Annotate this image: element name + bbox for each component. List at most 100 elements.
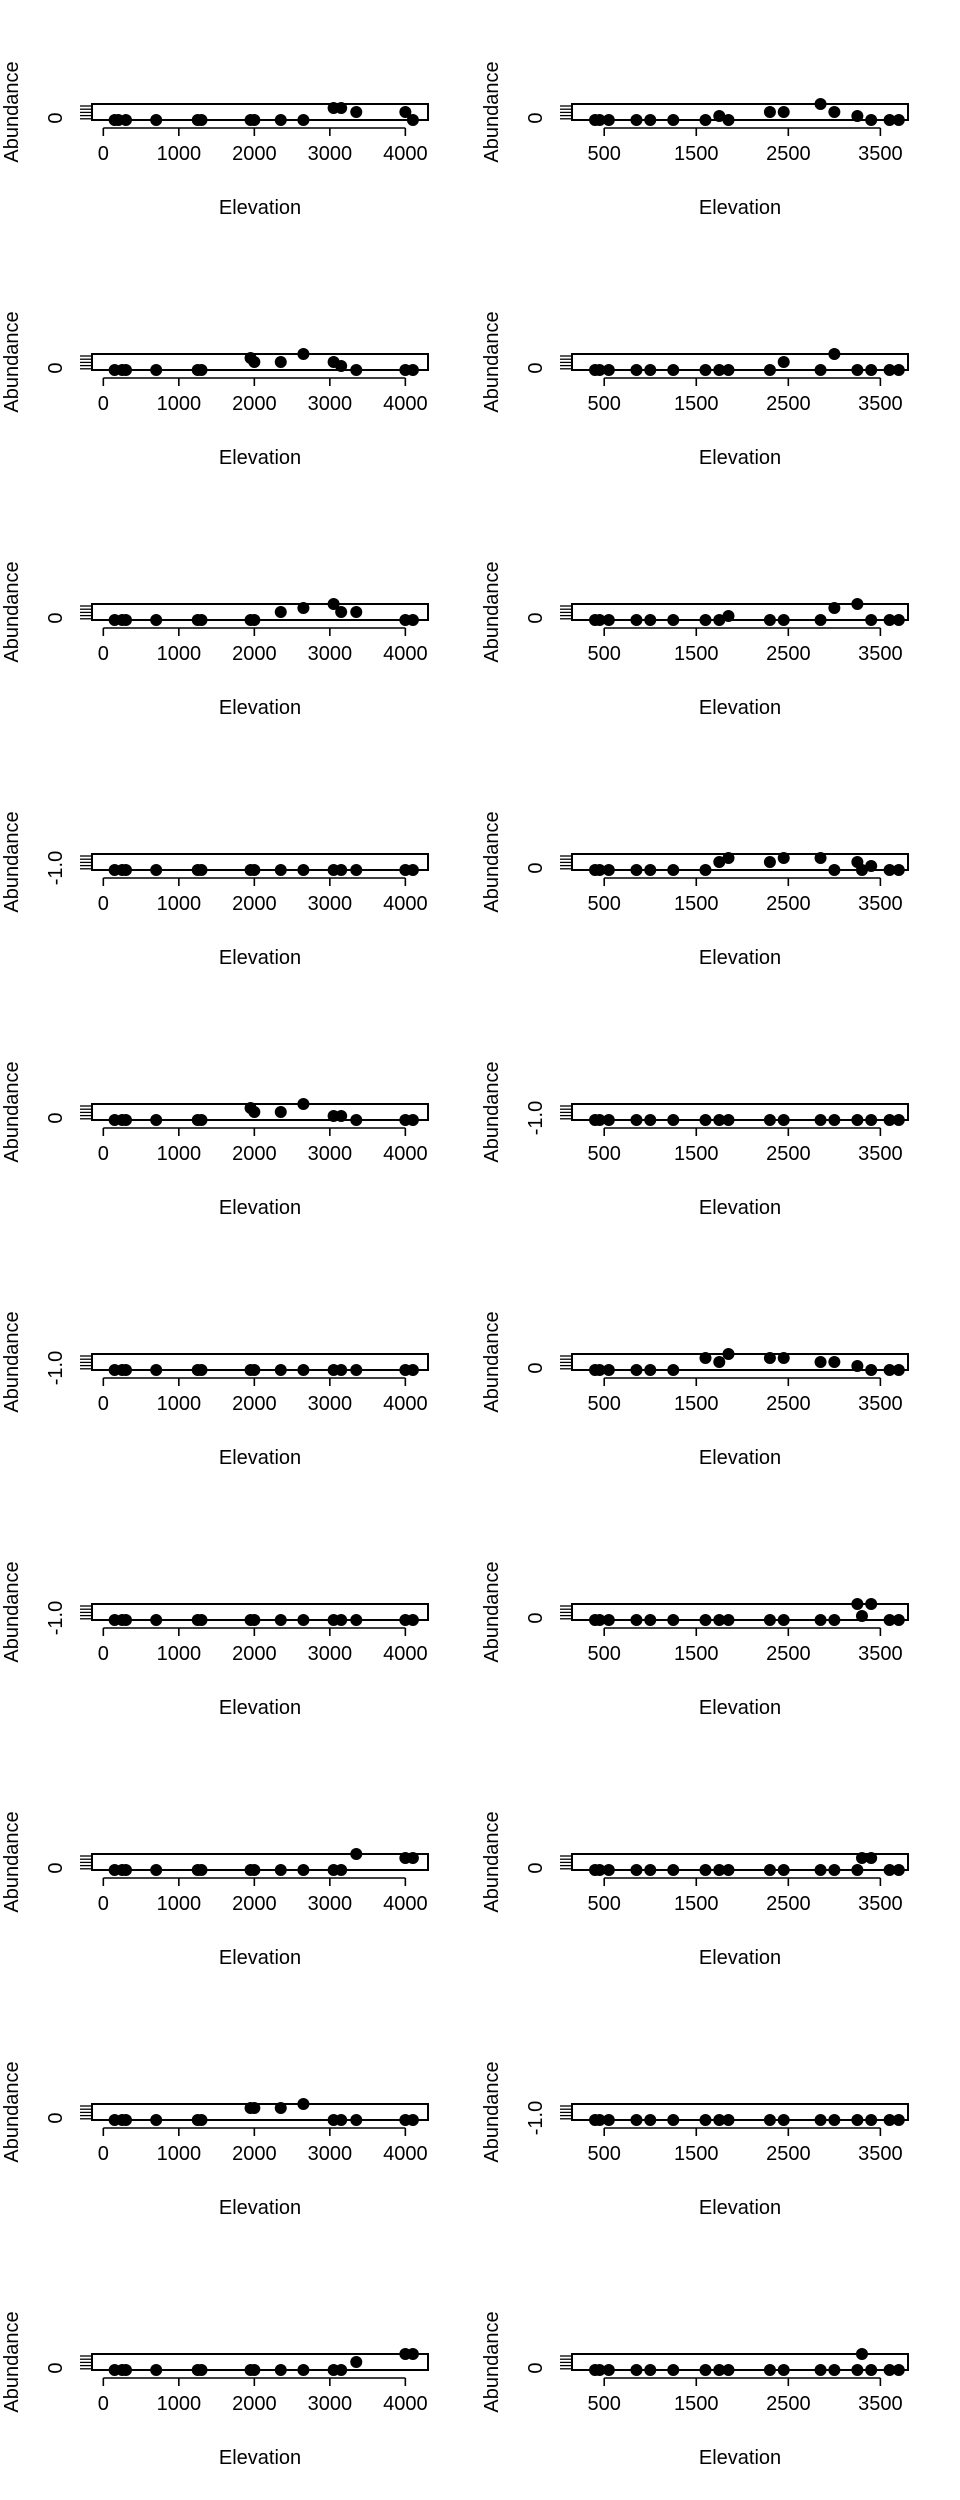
data-point xyxy=(630,1364,643,1376)
data-point xyxy=(722,1114,735,1126)
data-point xyxy=(350,1364,363,1376)
data-point xyxy=(865,1598,878,1610)
scatter-panel-svg: 500 1500 2500 3500 0 Elevation Abundance xyxy=(481,311,909,469)
data-point xyxy=(644,114,657,126)
data-point xyxy=(883,364,896,376)
data-point xyxy=(195,2364,208,2376)
x-tick-label: 3000 xyxy=(308,1393,353,1415)
x-tick-label: 3500 xyxy=(858,1143,903,1165)
x-tick-label: 4000 xyxy=(383,1143,428,1165)
y-axis-title: Abundance xyxy=(481,61,503,162)
data-point xyxy=(777,356,790,368)
x-axis-title: Elevation xyxy=(699,947,781,969)
data-point xyxy=(406,2114,419,2126)
data-point xyxy=(335,2364,348,2376)
scatter-panel: 500 1500 2500 3500 0 Elevation Abundance xyxy=(480,1750,960,2000)
data-point xyxy=(865,364,878,376)
scatter-panel: 0 1000 2000 3000 4000 0 Elevation Abundance xyxy=(0,1750,480,2000)
data-point xyxy=(602,364,615,376)
x-tick-label: 500 xyxy=(588,1893,621,1915)
data-point xyxy=(602,2364,615,2376)
x-axis-title: Elevation xyxy=(219,1197,301,1219)
y-tick-label: 0 xyxy=(45,2112,67,2123)
data-point xyxy=(777,106,790,118)
data-point xyxy=(248,1364,261,1376)
data-point xyxy=(713,364,726,376)
x-tick-label: 4000 xyxy=(383,2393,428,2415)
x-tick-label: 4000 xyxy=(383,143,428,165)
data-point xyxy=(119,2114,132,2126)
data-point xyxy=(713,1864,726,1876)
y-axis-title: Abundance xyxy=(1,1811,23,1912)
data-point xyxy=(119,114,132,126)
data-point xyxy=(630,2364,643,2376)
data-point xyxy=(119,864,132,876)
x-tick-label: 3000 xyxy=(308,2393,353,2415)
scatter-panel: 0 1000 2000 3000 4000 -1.0 Elevation Abundance xyxy=(0,1250,480,1500)
x-tick-label: 3000 xyxy=(308,1643,353,1665)
scatter-panel: 0 1000 2000 3000 4000 0 Elevation Abundance xyxy=(0,1000,480,1250)
x-tick-label: 500 xyxy=(588,143,621,165)
scatter-panel-svg: 0 1000 2000 3000 4000 -1.0 Elevation Abundance xyxy=(1,1561,429,1719)
y-tick-label: 0 xyxy=(525,1862,547,1873)
data-point xyxy=(883,864,896,876)
plot-area-frame xyxy=(91,853,429,871)
data-point xyxy=(350,2356,363,2368)
data-point xyxy=(722,2364,735,2376)
data-point xyxy=(602,114,615,126)
data-point xyxy=(593,1114,606,1126)
x-tick-label: 2500 xyxy=(766,143,811,165)
data-point xyxy=(630,614,643,626)
data-point xyxy=(883,614,896,626)
data-point xyxy=(777,614,790,626)
data-point xyxy=(814,1356,827,1368)
data-point xyxy=(828,864,841,876)
data-point xyxy=(335,1614,348,1626)
scatter-panel-svg: 500 1500 2500 3500 0 Elevation Abundance xyxy=(481,1811,909,1969)
data-point xyxy=(814,2114,827,2126)
data-point xyxy=(777,1352,790,1364)
data-point xyxy=(883,114,896,126)
y-tick-label: 0 xyxy=(525,2362,547,2373)
data-point xyxy=(828,1614,841,1626)
x-tick-label: 0 xyxy=(98,1893,109,1915)
data-point xyxy=(722,610,735,622)
x-tick-label: 2000 xyxy=(232,1893,277,1915)
plot-area-frame xyxy=(91,1603,429,1621)
x-tick-label: 3000 xyxy=(308,2143,353,2165)
x-tick-label: 4000 xyxy=(383,1893,428,1915)
data-point xyxy=(865,1852,878,1864)
data-point xyxy=(892,364,905,376)
data-point xyxy=(699,364,712,376)
data-point xyxy=(350,1848,363,1860)
x-axis-title: Elevation xyxy=(699,1447,781,1469)
x-axis-title: Elevation xyxy=(699,1947,781,1969)
y-axis-title: Abundance xyxy=(481,1811,503,1912)
x-tick-label: 3500 xyxy=(858,143,903,165)
x-tick-label: 1000 xyxy=(157,143,202,165)
data-point xyxy=(699,1114,712,1126)
x-axis-title: Elevation xyxy=(219,447,301,469)
data-point xyxy=(892,1864,905,1876)
data-point xyxy=(883,1364,896,1376)
data-point xyxy=(399,106,412,118)
data-point xyxy=(828,2364,841,2376)
y-tick-label: 0 xyxy=(525,1612,547,1623)
data-point xyxy=(722,114,735,126)
data-point xyxy=(855,2348,868,2360)
scatter-panel: 500 1500 2500 3500 0 Elevation Abundance xyxy=(480,500,960,750)
y-tick-label: 0 xyxy=(525,362,547,373)
x-tick-label: 3000 xyxy=(308,893,353,915)
data-point xyxy=(851,2364,864,2376)
scatter-panel-svg: 0 1000 2000 3000 4000 0 Elevation Abundance xyxy=(1,1061,429,1219)
x-tick-label: 3000 xyxy=(308,643,353,665)
scatter-panel-svg: 0 1000 2000 3000 4000 0 Elevation Abundance xyxy=(1,61,429,219)
data-point xyxy=(406,864,419,876)
data-point xyxy=(593,114,606,126)
scatter-panel-svg: 500 1500 2500 3500 0 Elevation Abundance xyxy=(481,1311,909,1469)
x-tick-label: 1500 xyxy=(674,1893,719,1915)
x-tick-label: 1500 xyxy=(674,1143,719,1165)
x-tick-label: 1000 xyxy=(157,1643,202,1665)
data-point xyxy=(892,1614,905,1626)
scatter-panel-svg: 0 1000 2000 3000 4000 -1.0 Elevation Abundance xyxy=(1,1311,429,1469)
